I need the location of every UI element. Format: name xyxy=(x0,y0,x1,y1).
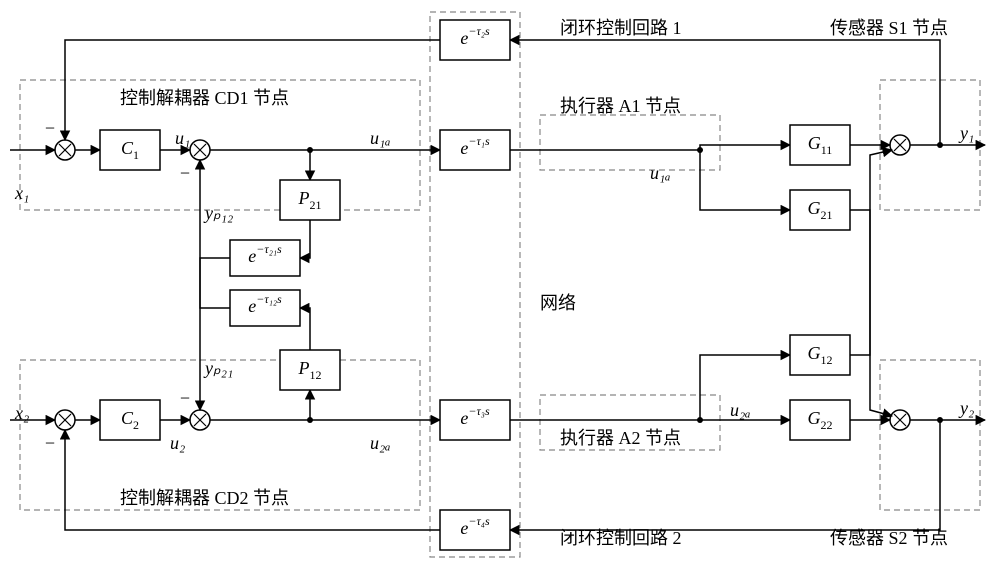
group-s2 xyxy=(880,360,980,510)
wire-split1-G21 xyxy=(700,150,790,210)
svg-text:u₁: u₁ xyxy=(175,128,190,148)
svg-text:−: − xyxy=(180,388,190,408)
sum-y2 xyxy=(890,410,910,430)
tap xyxy=(937,142,943,148)
svg-text:−: − xyxy=(45,433,55,453)
wire-D12-u1a xyxy=(200,160,230,308)
sum-u2a xyxy=(190,410,210,430)
tap xyxy=(307,147,313,153)
svg-text:u₁ₐ: u₁ₐ xyxy=(650,163,671,183)
svg-text:y₂: y₂ xyxy=(958,398,974,418)
wire-P21-D21 xyxy=(300,220,310,258)
sum-y1 xyxy=(890,135,910,155)
svg-text:闭环控制回路 1: 闭环控制回路 1 xyxy=(560,18,682,38)
svg-text:u₂ₐ: u₂ₐ xyxy=(370,433,391,453)
svg-text:u₂ₐ: u₂ₐ xyxy=(730,400,751,420)
svg-text:传感器 S1 节点: 传感器 S1 节点 xyxy=(830,18,948,38)
group-a1 xyxy=(540,115,720,170)
svg-text:网络: 网络 xyxy=(540,293,576,313)
wire-P12-D12 xyxy=(300,308,310,350)
svg-text:−: − xyxy=(180,163,190,183)
tap xyxy=(307,417,313,423)
tap xyxy=(697,417,703,423)
tap xyxy=(937,417,943,423)
wire-D21-u2a xyxy=(200,258,230,410)
svg-text:闭环控制回路 2: 闭环控制回路 2 xyxy=(560,528,682,548)
svg-text:u₂: u₂ xyxy=(170,433,185,453)
group-net xyxy=(430,12,520,557)
sum-e2 xyxy=(55,410,75,430)
sum-e1 xyxy=(55,140,75,160)
sum-u1a xyxy=(190,140,210,160)
svg-text:执行器 A2 节点: 执行器 A2 节点 xyxy=(560,428,681,448)
svg-text:传感器 S2 节点: 传感器 S2 节点 xyxy=(830,528,948,548)
svg-text:控制解耦器 CD1 节点: 控制解耦器 CD1 节点 xyxy=(120,88,289,108)
svg-text:yₚ₂₁: yₚ₂₁ xyxy=(203,358,233,378)
svg-text:x₁: x₁ xyxy=(14,183,29,203)
wire-G21-y2 xyxy=(850,210,892,416)
svg-text:u₁ₐ: u₁ₐ xyxy=(370,128,391,148)
svg-text:x₂: x₂ xyxy=(14,403,29,423)
svg-text:−: − xyxy=(45,118,55,138)
svg-text:y₁: y₁ xyxy=(958,123,974,143)
tap xyxy=(697,147,703,153)
svg-text:控制解耦器 CD2 节点: 控制解耦器 CD2 节点 xyxy=(120,488,289,508)
svg-text:yₚ₁₂: yₚ₁₂ xyxy=(203,203,233,223)
svg-text:执行器 A1 节点: 执行器 A1 节点 xyxy=(560,96,681,116)
wire-G12-y1 xyxy=(850,150,892,355)
wire-split1-G11 xyxy=(700,145,790,150)
wire-y1-fb xyxy=(510,40,940,145)
